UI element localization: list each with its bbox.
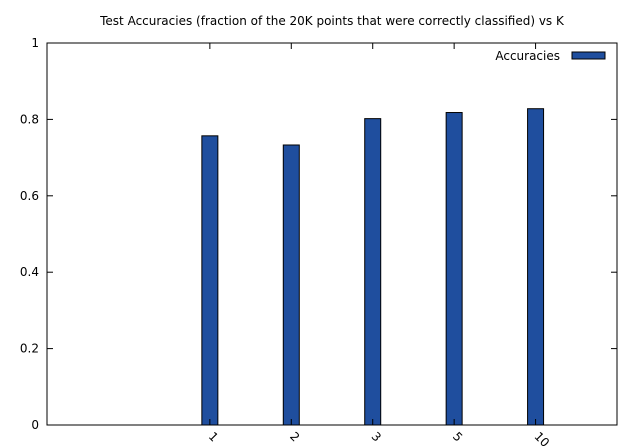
plot-frame: [46, 42, 618, 426]
y-tick-label: 0.2: [20, 342, 39, 356]
y-tick-label: 0: [31, 418, 39, 432]
bars: [201, 108, 545, 426]
y-tick-label: 0.4: [20, 265, 39, 279]
chart-title: Test Accuracies (fraction of the 20K poi…: [99, 14, 565, 28]
legend-swatch: [571, 51, 606, 60]
legend: Accuracies: [495, 49, 606, 63]
bar: [527, 108, 545, 426]
x-tick-label: 3: [369, 429, 384, 444]
y-tick-label: 0.8: [20, 112, 39, 126]
y-axis: 0 0.2 0.4 0.6 0.8 1: [20, 36, 617, 432]
x-tick-label: 5: [450, 429, 465, 444]
bar: [201, 135, 219, 426]
x-tick-label: 10: [531, 429, 552, 448]
bar: [364, 118, 382, 426]
bar: [282, 144, 300, 426]
bar: [445, 112, 463, 426]
x-tick-label: 1: [206, 429, 221, 444]
y-tick-label: 0.6: [20, 189, 39, 203]
legend-label: Accuracies: [495, 49, 560, 63]
y-tick-label: 1: [31, 36, 39, 50]
x-tick-label: 2: [287, 429, 302, 444]
